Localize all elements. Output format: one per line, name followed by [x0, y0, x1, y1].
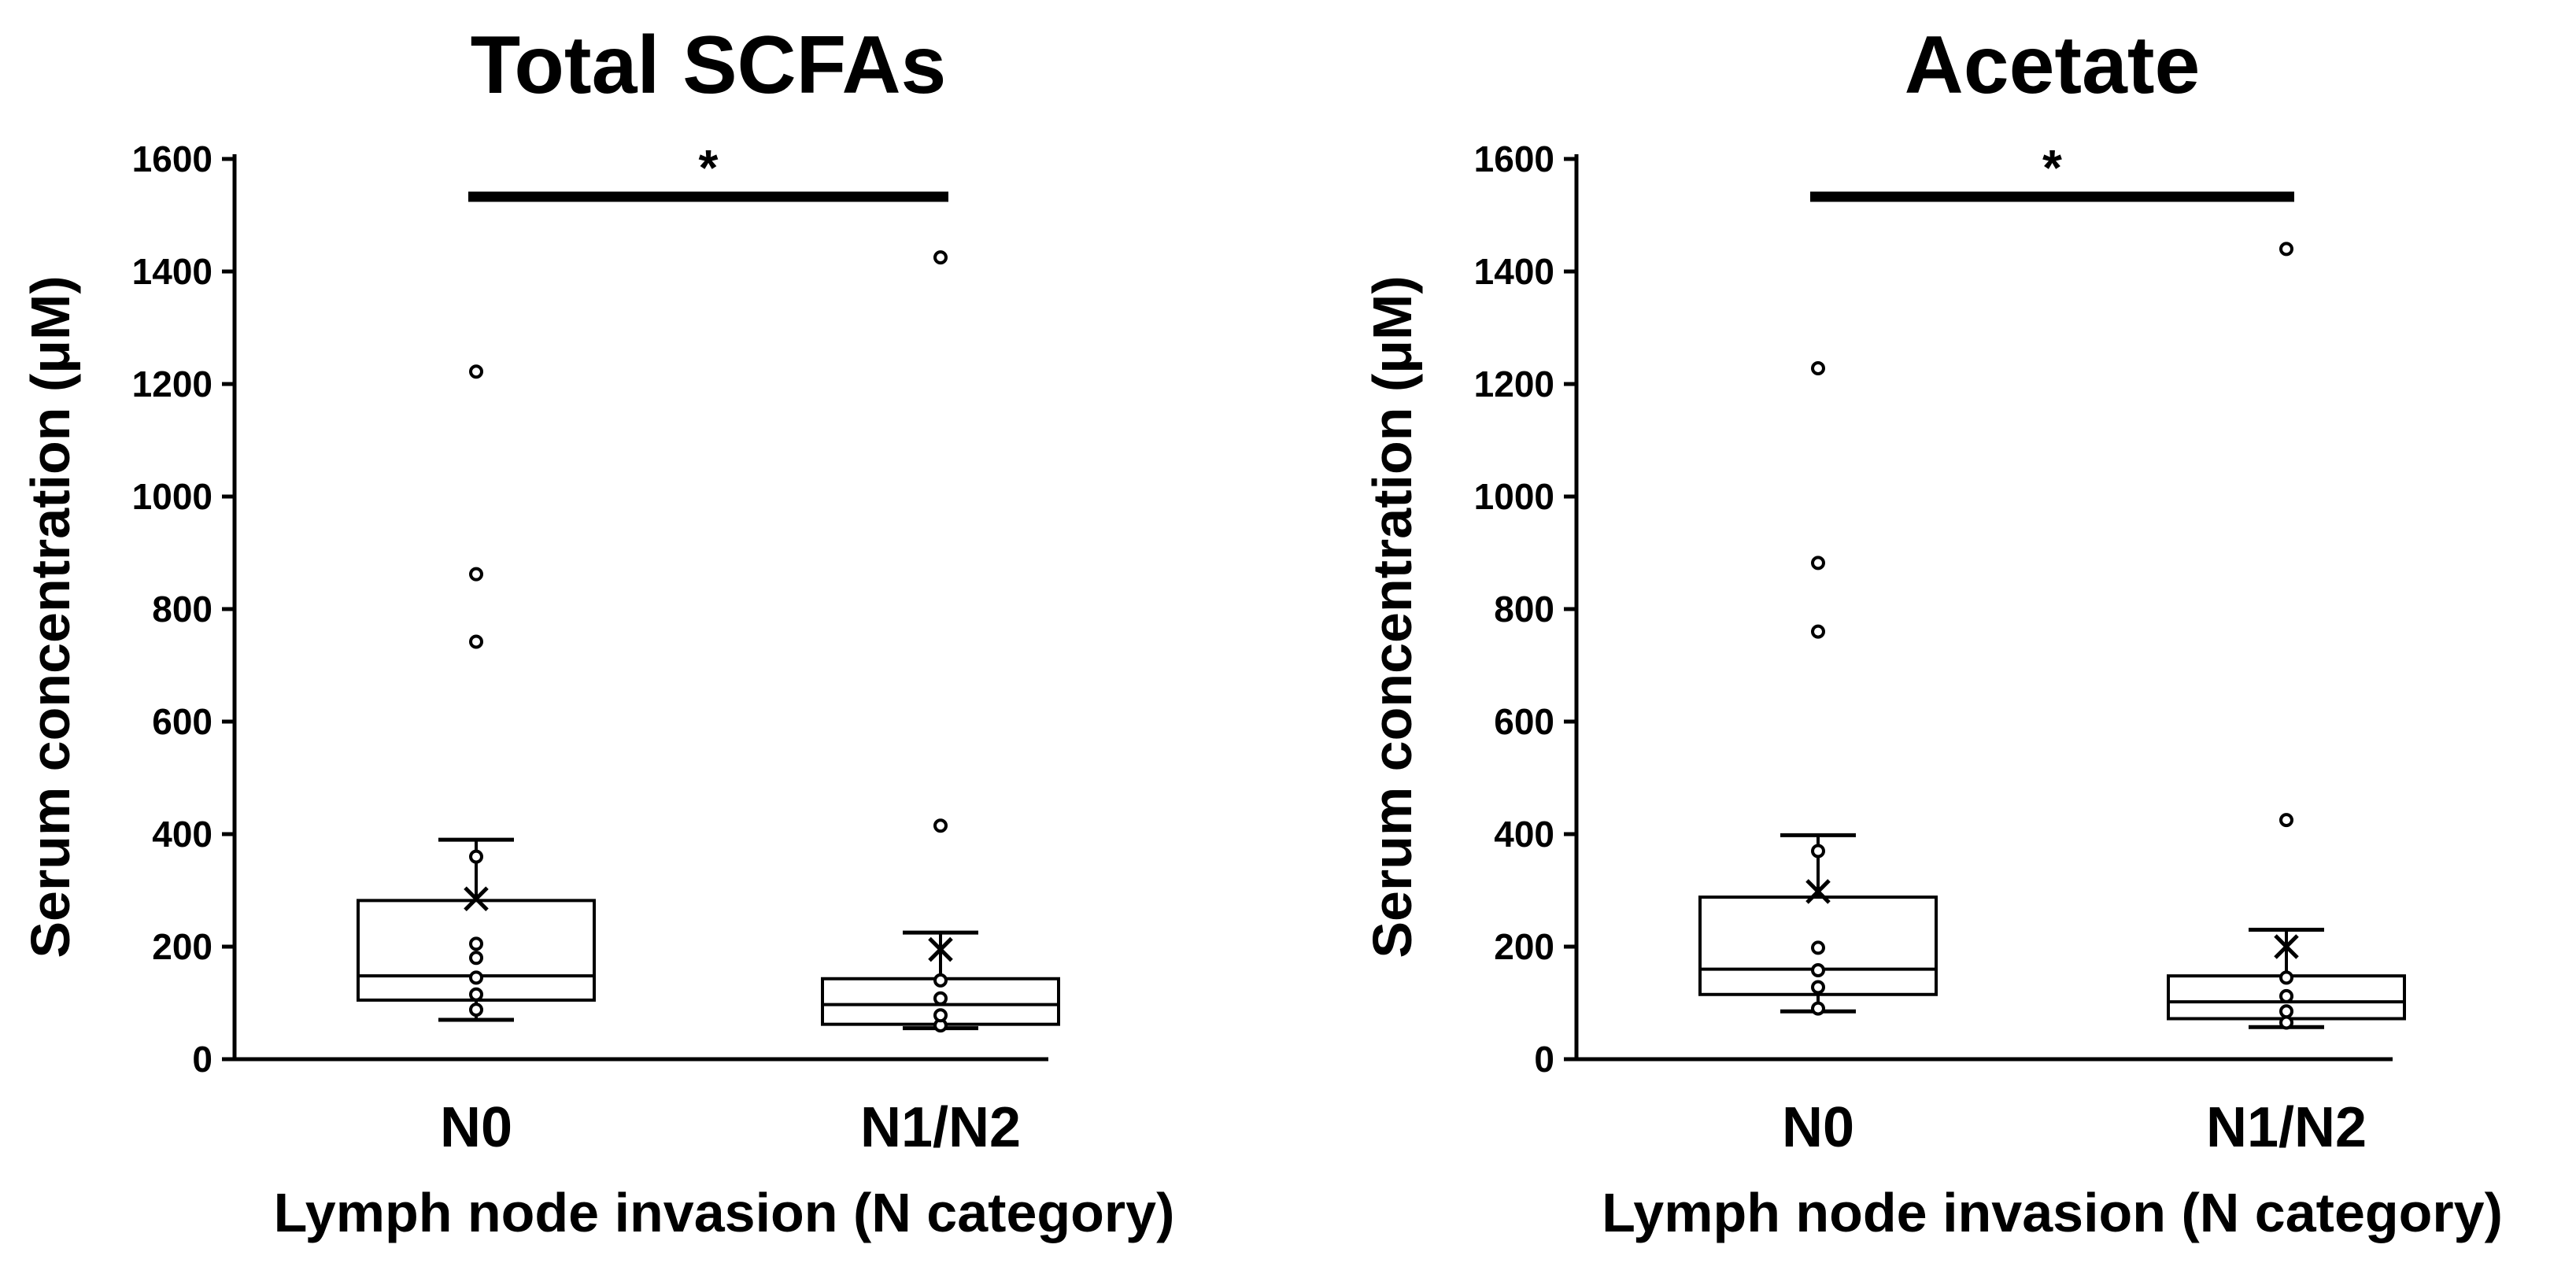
data-point: [2279, 1004, 2293, 1019]
data-point: [2279, 1015, 2293, 1030]
x-axis-label: Lymph node invasion (N category): [1602, 1182, 2503, 1243]
box-n1-n2: [821, 250, 1060, 1033]
mean-marker: [1805, 879, 1831, 904]
significance-star: *: [2042, 139, 2062, 196]
mean-stroke: [1805, 879, 1831, 904]
data-point: [2279, 242, 2293, 257]
data-point: [469, 567, 483, 582]
y-tick-label: 1000: [1474, 476, 1554, 517]
y-axis-label: Serum concentration (μM): [1362, 275, 1423, 958]
y-tick-label: 600: [152, 701, 213, 742]
chart-title: Total SCFAs: [471, 20, 947, 111]
y-tick-label: 800: [1494, 589, 1554, 630]
data-point: [933, 973, 948, 988]
chart-panel-acetate: Acetate Serum concentration (μM) Lymph n…: [1362, 20, 2503, 1243]
y-tick-label: 1200: [1474, 364, 1554, 404]
chart-title: Acetate: [1905, 20, 2201, 111]
data-point: [469, 634, 483, 649]
plot-marks: [1574, 154, 2406, 1062]
data-point: [2279, 813, 2293, 828]
data-point: [469, 970, 483, 985]
plot-marks: [232, 154, 1060, 1062]
data-point: [2279, 970, 2293, 985]
box-n0: [1698, 360, 1938, 1016]
data-point: [2279, 988, 2293, 1003]
mean-stroke: [464, 886, 489, 911]
y-tick-label: 800: [152, 589, 213, 630]
y-tick-label: 1600: [1474, 138, 1554, 179]
data-point: [1811, 1001, 1825, 1016]
y-ticks: 0 200 400 600 800 1000 1200 1400 1600: [132, 138, 235, 1080]
y-tick-label: 400: [152, 814, 213, 855]
data-point: [1811, 940, 1825, 955]
y-tick-label: 400: [1494, 814, 1554, 855]
y-tick-label: 200: [152, 926, 213, 967]
data-point: [933, 1008, 948, 1023]
y-ticks: 0 200 400 600 800 1000 1200 1400 1600: [1474, 138, 1576, 1080]
y-tick-label: 1400: [1474, 251, 1554, 292]
y-tick-label: 0: [1534, 1039, 1554, 1080]
data-point: [1811, 844, 1825, 859]
category-label-n1-n2: N1/N2: [2206, 1096, 2367, 1159]
y-axis-label: Serum concentration (μM): [20, 275, 81, 958]
data-point: [1811, 963, 1825, 978]
data-point: [469, 1003, 483, 1017]
data-point: [469, 849, 483, 864]
y-tick-label: 1600: [132, 138, 213, 179]
category-label-n0: N0: [1782, 1096, 1854, 1159]
data-point: [1811, 624, 1825, 639]
significance-star: *: [699, 139, 719, 196]
data-point: [933, 991, 948, 1006]
category-label-n1-n2: N1/N2: [860, 1096, 1021, 1159]
data-point: [933, 818, 948, 833]
data-point: [1811, 556, 1825, 571]
mean-marker: [2274, 934, 2299, 959]
mean-stroke: [2274, 934, 2299, 959]
data-point: [933, 250, 948, 265]
box-n0: [357, 364, 596, 1022]
data-point: [469, 364, 483, 379]
y-tick-label: 1000: [132, 476, 213, 517]
data-point: [1811, 980, 1825, 995]
chart-panel-total-scfas: Total SCFAs Serum concentration (μM) Lym…: [20, 20, 1174, 1243]
y-tick-label: 200: [1494, 926, 1554, 967]
category-label-n0: N0: [440, 1096, 512, 1159]
mean-marker: [464, 886, 489, 911]
mean-stroke: [928, 936, 953, 962]
data-point: [469, 987, 483, 1002]
y-tick-label: 1200: [132, 364, 213, 404]
mean-marker: [928, 936, 953, 962]
y-tick-label: 1400: [132, 251, 213, 292]
data-point: [469, 951, 483, 966]
data-point: [469, 936, 483, 951]
x-axis-label: Lymph node invasion (N category): [274, 1182, 1175, 1243]
box-n1-n2: [2167, 242, 2406, 1030]
data-point: [1811, 360, 1825, 375]
y-tick-label: 600: [1494, 701, 1554, 742]
y-tick-label: 0: [192, 1039, 213, 1080]
